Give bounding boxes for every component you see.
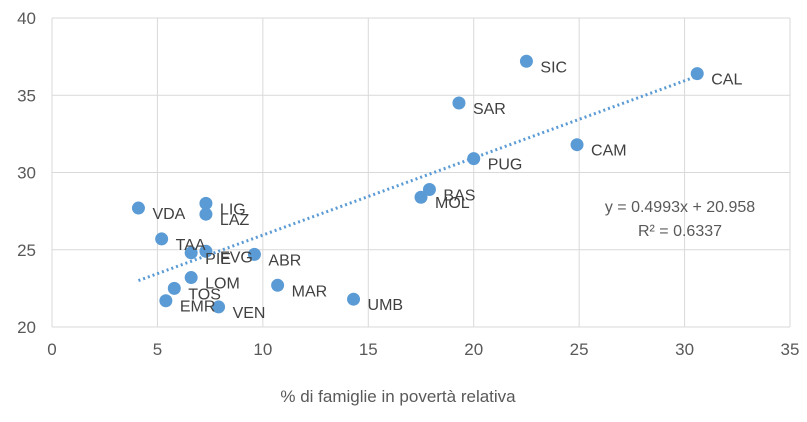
data-label-mol: MOL [435,195,470,212]
data-label-abr: ABR [268,252,301,269]
data-label-vda: VDA [152,206,185,223]
x-tick-label: 15 [359,340,378,359]
data-label-cal: CAL [711,72,742,89]
x-tick-label: 10 [253,340,272,359]
data-label-bas: BAS [443,187,475,204]
data-point-umb [347,292,361,306]
data-point-laz [199,207,213,221]
data-point-lom [184,271,198,285]
data-point-pie [184,246,198,260]
y-tick-label: 25 [17,241,36,260]
data-point-mol [414,190,428,204]
data-point-abr [247,247,261,261]
y-tick-label: 20 [17,318,36,337]
data-label-sic: SIC [540,59,567,76]
data-point-pug [467,152,481,166]
data-label-tos: TOS [188,286,221,303]
data-label-ven: VEN [233,305,266,322]
data-label-laz: LAZ [220,212,250,229]
data-label-mar: MAR [292,283,328,300]
r-squared-label: R² = 0.6337 [638,223,722,240]
data-point-mar [271,278,285,292]
data-point-sar [452,96,466,110]
data-point-fvg [199,244,213,258]
x-tick-label: 25 [570,340,589,359]
x-axis-title: % di famiglie in povertà relativa [280,387,516,406]
x-tick-label: 35 [781,340,800,359]
data-point-tos [167,281,181,295]
data-point-cal [690,67,704,81]
x-tick-label: 30 [675,340,694,359]
data-point-emr [159,294,173,308]
data-label-taa: TAA [176,237,206,254]
data-label-cam: CAM [591,143,627,160]
data-label-pie: PIE [205,251,231,268]
x-tick-label: 20 [464,340,483,359]
y-tick-label: 40 [17,9,36,28]
data-point-lig [199,196,213,210]
data-label-sar: SAR [473,101,506,118]
x-tick-label: 0 [47,340,56,359]
data-point-vda [131,201,145,215]
data-label-emr: EMR [180,299,216,316]
data-label-lig: LIG [220,201,246,218]
y-tick-label: 30 [17,164,36,183]
data-label-fvg: FVG [220,249,253,266]
data-point-ven [212,300,226,314]
x-tick-label: 5 [153,340,162,359]
data-point-cam [570,138,584,152]
data-point-bas [422,182,436,196]
trendline [137,74,698,282]
data-label-umb: UMB [368,297,404,314]
trendline-equation: y = 0.4993x + 20.958 [605,199,755,216]
y-tick-label: 35 [17,86,36,105]
data-label-pug: PUG [488,157,523,174]
data-point-sic [519,54,533,68]
data-label-lom: LOM [205,276,240,293]
data-point-taa [155,232,169,246]
